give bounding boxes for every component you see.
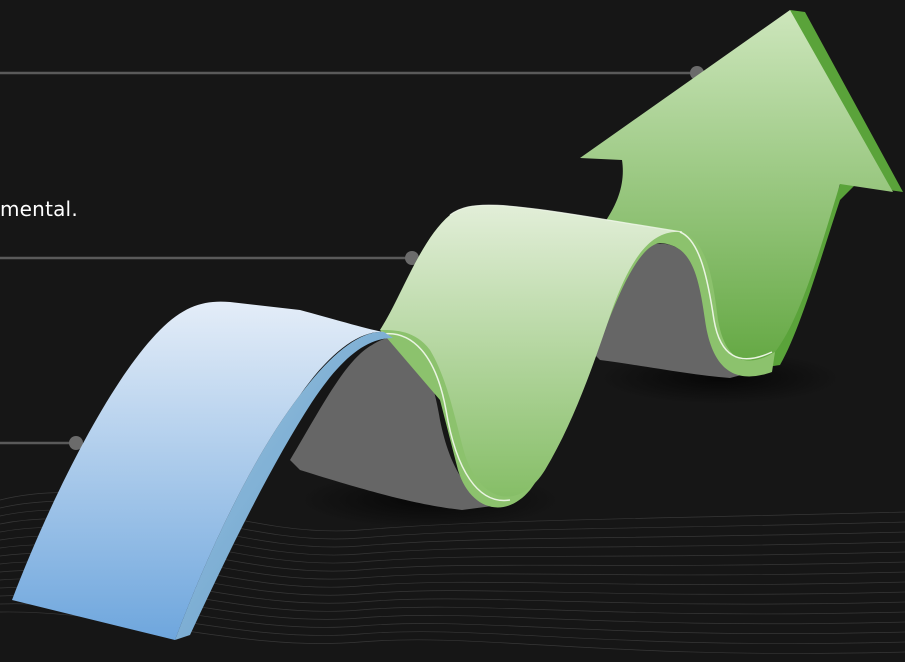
connector-dot-icon [69,436,83,450]
connector-lines [0,66,704,450]
rising-wave-arrow-icon [12,10,903,640]
band-highlight [449,204,683,233]
slide-caption: mental. [0,197,78,221]
connector-dot-icon [405,251,419,265]
